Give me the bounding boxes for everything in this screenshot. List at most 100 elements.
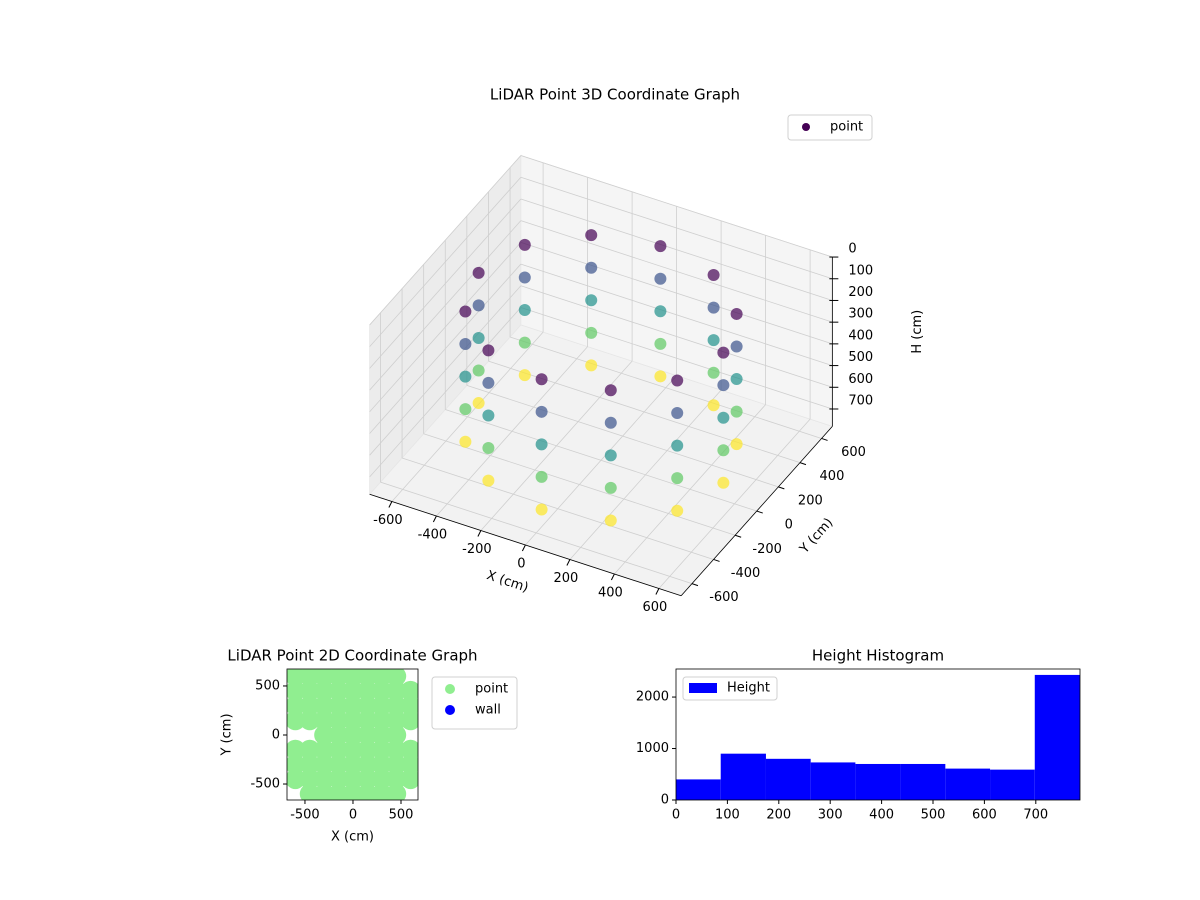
point [299, 680, 320, 701]
x-tick-label: -600 [373, 513, 403, 528]
point [357, 680, 378, 701]
point [482, 474, 495, 487]
chart-2d: -500 0 500 -500 0 500 X (cm) Y (cm) LiDAR Point … [220, 647, 478, 845]
grid-line [520, 241, 833, 345]
point [472, 397, 485, 410]
point [730, 438, 743, 451]
point [604, 416, 617, 429]
point [314, 710, 335, 731]
legend-marker [802, 123, 810, 131]
point [371, 769, 392, 790]
bar [990, 769, 1035, 800]
point [604, 481, 617, 494]
point [518, 271, 531, 284]
legend-label: point [830, 120, 863, 135]
chart-histogram: 0 100 200 300 400 500 600 700 0 1000 2000 Height Hi… [636, 647, 1081, 823]
point [299, 739, 320, 760]
point [328, 710, 349, 731]
axes-frame [675, 668, 1081, 801]
y-tick-label: 200 [798, 493, 823, 508]
legend-label: wall [475, 703, 501, 718]
grid-line [445, 409, 757, 512]
point [717, 346, 730, 359]
y-tick [756, 510, 763, 514]
bar [676, 779, 721, 800]
point [482, 409, 495, 422]
x-tick-label: 700 [1023, 808, 1048, 823]
point [671, 472, 684, 485]
y-axis-label: Y (cm) [220, 713, 235, 756]
x-tick-label: 0 [517, 557, 525, 572]
point [342, 769, 363, 790]
point [707, 269, 720, 282]
point [654, 240, 667, 253]
point [299, 710, 320, 731]
point [299, 769, 320, 790]
point [730, 405, 743, 418]
y-tick [691, 583, 699, 587]
z-axis-label: H (cm) [910, 310, 925, 354]
point [730, 307, 743, 320]
point [730, 340, 743, 353]
y-tick [734, 534, 742, 538]
point [585, 359, 598, 372]
chart-title: LiDAR Point 3D Coordinate Graph [490, 86, 740, 104]
point [604, 384, 617, 397]
point [328, 769, 349, 790]
grid-line [369, 198, 522, 369]
z-tick-label: 600 [848, 372, 873, 387]
grid-line [401, 457, 714, 560]
legend: point [787, 114, 873, 141]
point [357, 739, 378, 760]
point [287, 710, 306, 731]
point [717, 444, 730, 457]
z-tick-label: 400 [848, 328, 873, 343]
point [287, 680, 306, 701]
grid-line [509, 336, 822, 439]
points [459, 229, 743, 527]
point [707, 399, 720, 412]
point [357, 754, 378, 775]
y-tick [778, 486, 785, 490]
point [287, 739, 306, 760]
grid-line [369, 242, 522, 413]
point [328, 739, 349, 760]
point [604, 514, 617, 527]
grid-line [369, 263, 522, 434]
point [400, 695, 418, 716]
x-tick-label: 400 [598, 586, 623, 601]
y-tick-label: -400 [731, 566, 761, 581]
grid-line [369, 155, 522, 326]
bar [720, 753, 766, 800]
grid-line [369, 307, 522, 478]
bar [855, 763, 901, 800]
point [472, 364, 485, 377]
point [342, 754, 363, 775]
point [371, 754, 392, 775]
bar [945, 768, 991, 800]
grid-line [369, 285, 522, 456]
grid-line [520, 155, 833, 258]
point [328, 695, 349, 716]
point [604, 449, 617, 462]
z-tick-label: 200 [848, 285, 873, 300]
y-axis [680, 426, 833, 597]
point [342, 710, 363, 731]
point [314, 695, 335, 716]
point [386, 754, 407, 775]
legend-marker [445, 705, 455, 715]
y-tick-label: 0 [661, 793, 669, 808]
x-tick-label: 600 [972, 808, 997, 823]
point [357, 724, 378, 745]
grid-line [520, 285, 833, 388]
point [585, 261, 598, 274]
point [328, 680, 349, 701]
x-tick-label: 500 [389, 808, 414, 823]
point [342, 680, 363, 701]
point [386, 669, 407, 687]
legend-label: point [475, 682, 508, 697]
x-tick-label: 100 [715, 808, 740, 823]
legend-patch [689, 683, 717, 693]
y-tick-label: 0 [272, 727, 280, 742]
point [472, 299, 485, 312]
